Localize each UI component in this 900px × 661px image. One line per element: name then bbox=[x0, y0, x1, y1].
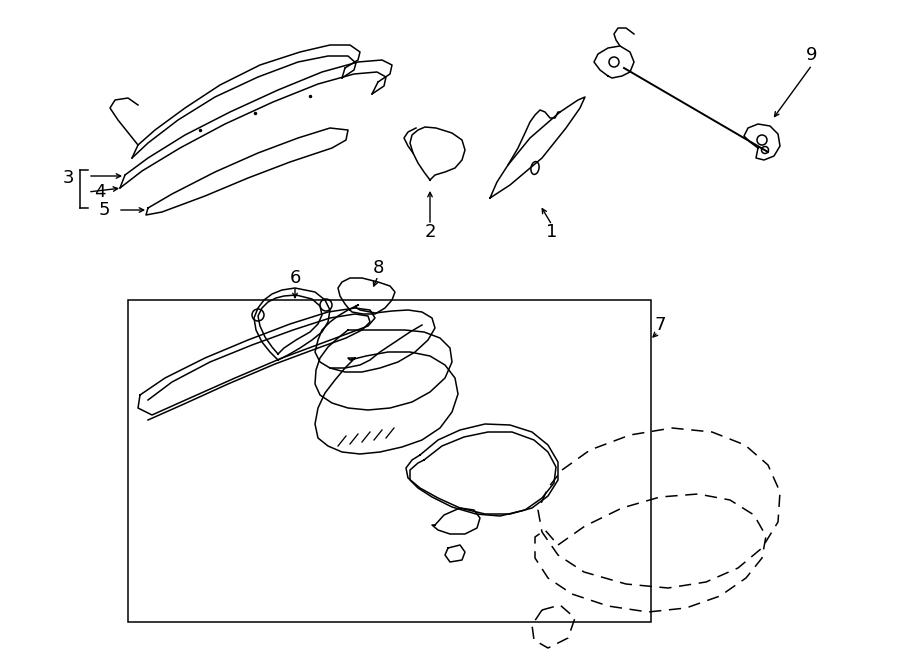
Text: 1: 1 bbox=[546, 223, 558, 241]
Text: 8: 8 bbox=[373, 259, 383, 277]
Text: 6: 6 bbox=[289, 269, 301, 287]
Text: 3: 3 bbox=[62, 169, 74, 187]
Text: 5: 5 bbox=[98, 201, 110, 219]
Text: 4: 4 bbox=[94, 183, 106, 201]
Text: 9: 9 bbox=[806, 46, 818, 64]
Bar bbox=[128, 300, 651, 622]
Text: 7: 7 bbox=[654, 316, 666, 334]
Text: 2: 2 bbox=[424, 223, 436, 241]
